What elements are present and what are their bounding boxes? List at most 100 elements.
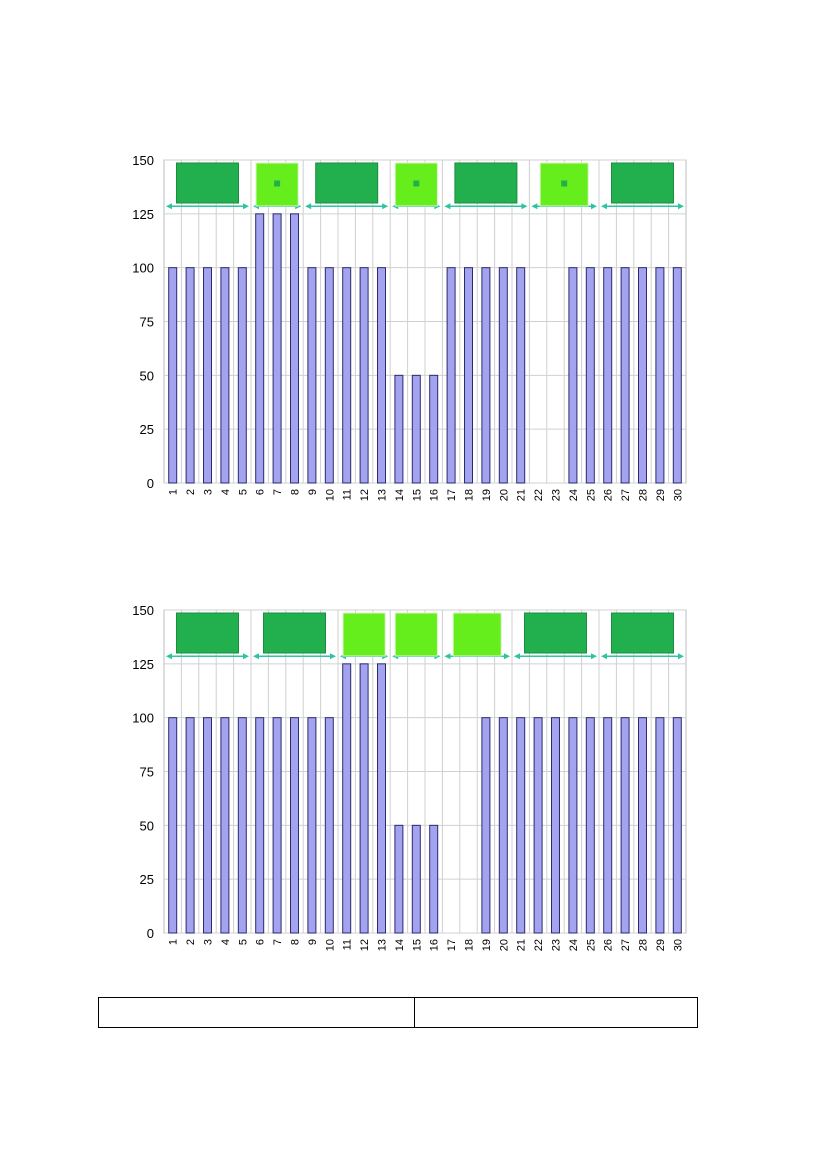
segment-arrowhead-right bbox=[591, 653, 597, 660]
segment-arrowhead-right bbox=[504, 653, 510, 660]
x-tick-label: 28 bbox=[638, 489, 650, 501]
x-tick-label: 7 bbox=[272, 489, 284, 495]
bar bbox=[568, 267, 578, 484]
x-tick-label: 2 bbox=[185, 939, 197, 945]
bar bbox=[237, 717, 247, 934]
x-tick-label: 1 bbox=[168, 489, 180, 495]
x-tick-label: 6 bbox=[255, 489, 267, 495]
caption-cell-right bbox=[414, 997, 698, 1028]
x-tick-label: 20 bbox=[498, 939, 510, 951]
x-tick-label: 4 bbox=[220, 939, 232, 945]
y-tick-label: 50 bbox=[140, 818, 154, 833]
swatch-dot bbox=[561, 180, 568, 187]
bar bbox=[620, 267, 630, 484]
x-tick-label: 18 bbox=[464, 939, 476, 951]
segment-swatch bbox=[611, 162, 674, 204]
x-tick-label: 25 bbox=[585, 939, 597, 951]
x-tick-label: 12 bbox=[359, 939, 371, 951]
x-tick-label: 21 bbox=[516, 489, 528, 501]
bar bbox=[498, 267, 508, 484]
bar bbox=[255, 717, 265, 934]
swatch-dot bbox=[274, 180, 281, 187]
x-tick-label: 13 bbox=[377, 939, 389, 951]
bar bbox=[446, 267, 456, 484]
bar bbox=[237, 267, 247, 484]
x-tick-label: 24 bbox=[568, 939, 580, 951]
bar bbox=[185, 717, 195, 934]
bar bbox=[672, 717, 682, 934]
bar bbox=[377, 663, 386, 934]
bar bbox=[498, 717, 508, 934]
bar bbox=[481, 717, 491, 934]
y-tick-label: 25 bbox=[140, 422, 154, 437]
x-tick-label: 19 bbox=[481, 939, 493, 951]
x-tick-label: 15 bbox=[411, 489, 423, 501]
bar bbox=[411, 824, 421, 934]
x-tick-label: 8 bbox=[290, 489, 302, 495]
x-tick-label: 24 bbox=[568, 489, 580, 501]
segment-arrowhead-right bbox=[382, 203, 389, 210]
segment-arrowhead-right bbox=[591, 203, 597, 210]
bar bbox=[290, 213, 299, 484]
y-tick-label: 150 bbox=[132, 153, 154, 168]
x-tick-label: 6 bbox=[255, 939, 267, 945]
x-tick-label: 22 bbox=[533, 489, 545, 501]
swatch-dot bbox=[413, 180, 420, 187]
caption-table bbox=[98, 997, 698, 1028]
bar bbox=[394, 824, 404, 934]
segment-swatch bbox=[176, 612, 239, 654]
bar bbox=[655, 267, 665, 484]
bar bbox=[603, 717, 613, 934]
x-tick-label: 7 bbox=[272, 939, 284, 945]
bar bbox=[568, 717, 578, 934]
segment-arrowhead-right bbox=[243, 203, 249, 210]
bar bbox=[377, 267, 386, 484]
x-tick-label: 26 bbox=[603, 489, 615, 501]
segment-arrowhead-right bbox=[330, 653, 336, 660]
bar bbox=[411, 374, 421, 484]
x-tick-label: 3 bbox=[203, 939, 215, 945]
x-tick-label: 25 bbox=[585, 489, 597, 501]
x-tick-label: 8 bbox=[290, 939, 302, 945]
segment-arrowhead-left bbox=[601, 203, 607, 210]
bar bbox=[620, 717, 630, 934]
x-tick-label: 1 bbox=[168, 939, 180, 945]
x-tick-label: 29 bbox=[655, 489, 667, 501]
y-tick-label: 100 bbox=[132, 711, 154, 726]
bar bbox=[551, 717, 560, 934]
segment-swatch bbox=[315, 162, 379, 204]
segment-arrowhead-left bbox=[166, 653, 172, 660]
bar bbox=[272, 213, 282, 484]
segment-swatch bbox=[263, 612, 326, 654]
x-tick-label: 2 bbox=[185, 489, 197, 495]
x-tick-label: 10 bbox=[324, 489, 336, 501]
bar bbox=[481, 267, 491, 484]
x-tick-label: 18 bbox=[464, 489, 476, 501]
segment-swatch bbox=[524, 612, 587, 654]
bar bbox=[307, 717, 317, 934]
y-tick-label: 100 bbox=[132, 261, 154, 276]
bar bbox=[638, 717, 647, 934]
x-tick-label: 30 bbox=[672, 939, 684, 951]
y-tick-label: 25 bbox=[140, 872, 154, 887]
bar bbox=[429, 374, 439, 484]
bar bbox=[516, 717, 526, 934]
segment-swatch bbox=[342, 612, 386, 657]
segment-arrowhead-left bbox=[444, 203, 451, 210]
bar bbox=[324, 267, 334, 484]
x-tick-label: 26 bbox=[603, 939, 615, 951]
x-tick-label: 16 bbox=[429, 939, 441, 951]
y-tick-label: 75 bbox=[140, 315, 154, 330]
x-tick-label: 11 bbox=[342, 489, 354, 500]
segment-arrowhead-left bbox=[514, 653, 520, 660]
bar bbox=[533, 717, 543, 934]
x-tick-label: 30 bbox=[672, 489, 684, 501]
bar bbox=[516, 267, 526, 484]
bar bbox=[638, 267, 647, 484]
x-tick-label: 17 bbox=[446, 939, 458, 951]
x-tick-label: 10 bbox=[324, 939, 336, 951]
bar bbox=[290, 717, 299, 934]
x-tick-label: 27 bbox=[620, 939, 632, 951]
segment-arrowhead-left bbox=[166, 203, 172, 210]
